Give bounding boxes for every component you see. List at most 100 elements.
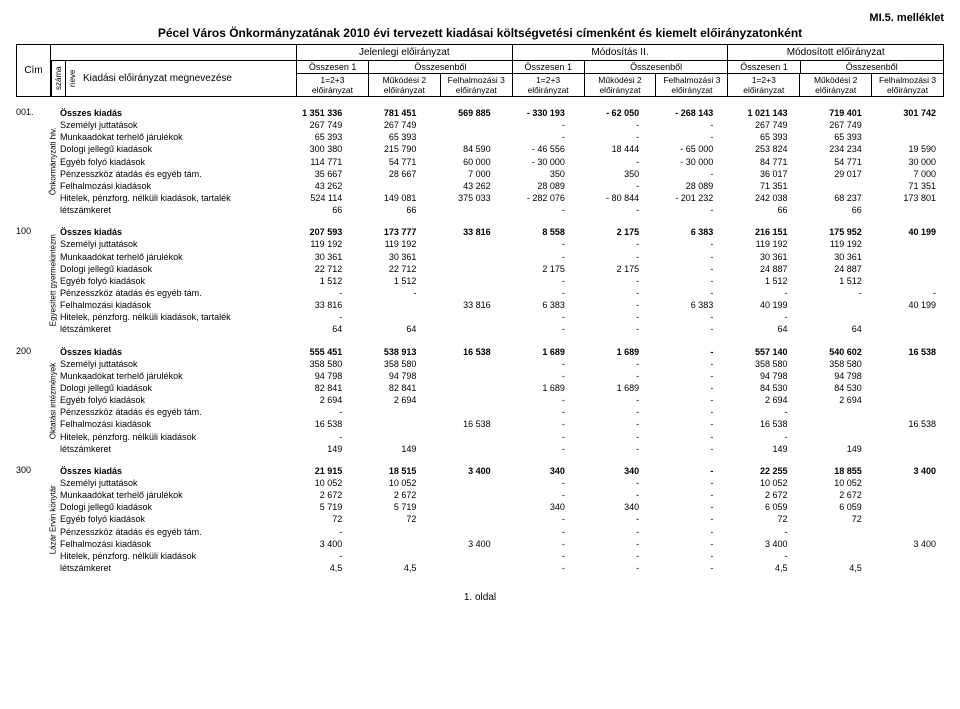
cell-value: - 65 000 <box>647 143 721 155</box>
cell-value: 540 602 <box>796 346 870 358</box>
cell-value: 16 538 <box>870 418 944 430</box>
cell-value <box>870 358 944 370</box>
cell-value: - <box>647 526 721 538</box>
header-sub2: Működési 2 előirányzat <box>800 74 872 96</box>
cell-value <box>424 263 498 275</box>
cell-value: - <box>721 287 795 299</box>
cell-value: 149 <box>276 443 350 455</box>
cell-value <box>424 275 498 287</box>
row-label: Hitelek, pénzforg. nélküli kiadások <box>60 431 276 443</box>
header-sub1: 1=2+3 előirányzat <box>297 74 369 96</box>
table-row: Hitelek, pénzforg. nélküli kiadások, tar… <box>60 192 944 204</box>
cell-value: 114 771 <box>276 156 350 168</box>
header-sub-top-right: Összesenből <box>369 61 511 73</box>
page-title: Pécel Város Önkormányzatának 2010 évi te… <box>16 26 944 40</box>
header-sub3: Felhalmozási 3 előirányzat <box>441 74 512 96</box>
cell-value <box>796 431 870 443</box>
header-sub2: Működési 2 előirányzat <box>369 74 441 96</box>
header-sub-top-left: Összesen 1 <box>728 61 800 73</box>
cell-value <box>796 299 870 311</box>
cell-value: - <box>573 370 647 382</box>
cell-value <box>870 513 944 525</box>
table-row: Összes kiadás207 593173 77733 8168 5582 … <box>60 226 944 238</box>
row-label: Munkaadókat terhelő járulékok <box>60 489 276 501</box>
cell-value <box>350 418 424 430</box>
cell-value: 4,5 <box>796 562 870 574</box>
cell-value: - <box>647 323 721 335</box>
cell-value: - <box>721 311 795 323</box>
cell-value: 54 771 <box>796 156 870 168</box>
cell-value: - <box>721 431 795 443</box>
table-row: létszámkeret4,54,5---4,54,5 <box>60 562 944 574</box>
row-label: Pénzesszköz átadás és egyéb tám. <box>60 406 276 418</box>
cell-value: - <box>499 477 573 489</box>
cell-value: 3 400 <box>870 538 944 550</box>
cell-value: 3 400 <box>424 465 498 477</box>
cell-value <box>870 501 944 513</box>
cell-value: 28 089 <box>647 180 721 192</box>
cell-value: 66 <box>350 204 424 216</box>
cell-value: 33 816 <box>424 299 498 311</box>
cell-value <box>796 538 870 550</box>
cell-value: 19 590 <box>870 143 944 155</box>
cell-value: 1 689 <box>573 382 647 394</box>
cell-value <box>424 370 498 382</box>
cell-value <box>870 394 944 406</box>
cell-value: 72 <box>276 513 350 525</box>
cell-value <box>870 443 944 455</box>
cell-value: 65 393 <box>350 131 424 143</box>
cell-value: 358 580 <box>796 358 870 370</box>
cell-value: - <box>647 431 721 443</box>
cell-value: - <box>499 526 573 538</box>
cell-value: 6 383 <box>647 299 721 311</box>
cell-value: 18 444 <box>573 143 647 155</box>
row-label: Összes kiadás <box>60 226 276 238</box>
cell-value: 84 771 <box>721 156 795 168</box>
cell-value: - <box>647 443 721 455</box>
cell-value: 6 383 <box>647 226 721 238</box>
cell-value: 1 512 <box>350 275 424 287</box>
cell-value: 60 000 <box>424 156 498 168</box>
cell-value: - <box>647 275 721 287</box>
cell-value: - <box>647 538 721 550</box>
cell-value: - <box>499 323 573 335</box>
table-row: Felhalmozási kiadások33 81633 8166 383-6… <box>60 299 944 311</box>
cell-value: 40 199 <box>870 226 944 238</box>
cell-value: 119 192 <box>721 238 795 250</box>
cell-value: - <box>573 180 647 192</box>
cell-value: 84 530 <box>721 382 795 394</box>
table-row: Összes kiadás1 351 336781 451569 885- 33… <box>60 107 944 119</box>
cell-value <box>424 513 498 525</box>
cell-value: - <box>647 562 721 574</box>
cell-value: - <box>647 477 721 489</box>
cell-value <box>350 311 424 323</box>
cell-value: 66 <box>276 204 350 216</box>
cell-value: 555 451 <box>276 346 350 358</box>
header-sub-top-left: Összesen 1 <box>513 61 585 73</box>
cell-value: 71 351 <box>870 180 944 192</box>
cell-value: - 268 143 <box>647 107 721 119</box>
cell-value: - <box>573 299 647 311</box>
cell-value: 340 <box>573 465 647 477</box>
cell-value <box>870 550 944 562</box>
cell-value: 4,5 <box>350 562 424 574</box>
cell-value: 1 351 336 <box>276 107 350 119</box>
table-header: Cím Jelenlegi előirányzat Módosítás II. … <box>16 44 944 97</box>
cell-value: 36 017 <box>721 168 795 180</box>
cell-value: 64 <box>721 323 795 335</box>
table-row: Összes kiadás21 91518 5153 400340340-22 … <box>60 465 944 477</box>
row-label: Hitelek, pénzforg. nélküli kiadások, tar… <box>60 192 276 204</box>
row-label: Személyi juttatások <box>60 119 276 131</box>
cell-value: 350 <box>499 168 573 180</box>
table-row: Munkaadókat terhelő járulékok65 39365 39… <box>60 131 944 143</box>
cell-value: 6 059 <box>796 501 870 513</box>
cell-value <box>424 311 498 323</box>
cell-value: - <box>573 204 647 216</box>
table-row: Pénzesszköz átadás és egyéb tám.----- <box>60 406 944 418</box>
cell-value: - <box>573 238 647 250</box>
cell-value: 94 798 <box>350 370 424 382</box>
header-sub-top-right: Összesenből <box>801 61 943 73</box>
cell-value: 340 <box>573 501 647 513</box>
cell-value: 30 000 <box>870 156 944 168</box>
cell-value: - <box>647 513 721 525</box>
